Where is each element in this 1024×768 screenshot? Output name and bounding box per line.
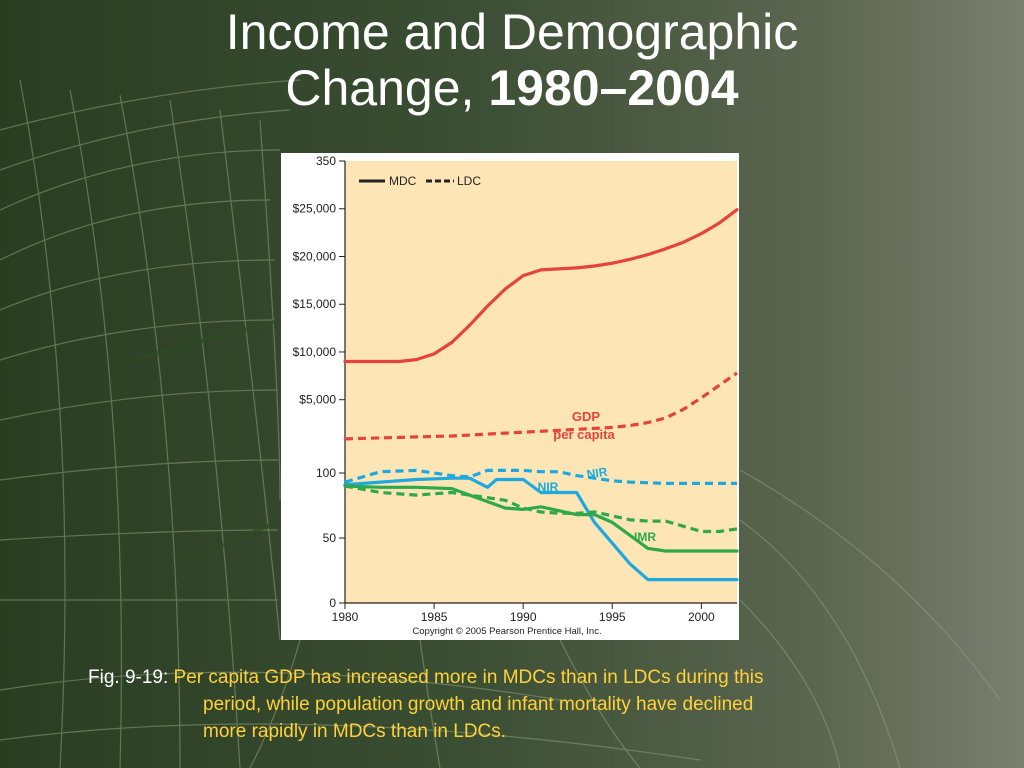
series-nir-mdc: [343, 476, 739, 582]
copyright-text: Copyright © 2005 Pearson Prentice Hall, …: [412, 626, 601, 637]
figure-caption: Fig. 9-19: Per capita GDP has increased …: [88, 664, 968, 745]
y-tick-label: 350: [316, 154, 336, 168]
series-gdp-per-capita-mdc: [343, 208, 739, 364]
x-tick-label: 2000: [688, 610, 715, 624]
series-nir-ldc: [344, 468, 737, 485]
chart-panel: 350 $25,000 $20,000 $15,000 $10,000 $5,000 100…: [281, 153, 739, 640]
series-gdp-per-capita-ldc: [344, 371, 738, 441]
annotation-imr: IMR: [634, 530, 656, 544]
y-tick-label: 0: [329, 596, 336, 610]
line-chart: 350 $25,000 $20,000 $15,000 $10,000 $5,000 100…: [293, 154, 739, 637]
y-tick-label: $20,000: [293, 249, 337, 263]
legend: MDC LDC: [359, 174, 481, 188]
x-tick-label: 1980: [332, 610, 359, 624]
title-years: 1980–2004: [488, 60, 739, 116]
caption-line1: Per capita GDP has increased more in MDC…: [173, 667, 764, 688]
annotation-per-capita: per capita: [553, 427, 615, 442]
title-line1: Income and Demographic: [225, 4, 799, 60]
caption-line2: period, while population growth and infa…: [203, 694, 754, 715]
title-line2-text: Change,: [285, 60, 489, 116]
series-layer: [343, 208, 739, 582]
series-imr-ldc: [344, 484, 738, 534]
caption-label: Fig. 9-19:: [88, 667, 174, 688]
plot-background: [345, 161, 737, 603]
slide-title: Income and Demographic Change, 1980–2004: [0, 4, 1024, 116]
annotation-nir-mdc: NIR: [538, 480, 559, 494]
legend-mdc-label: MDC: [389, 174, 417, 188]
caption-line3: more rapidly in MDCs than in LDCs.: [203, 721, 507, 742]
x-tick-label: 1995: [599, 610, 626, 624]
annotation-gdp: GDP: [572, 409, 601, 424]
y-tick-label: 100: [316, 466, 336, 480]
y-tick-label: $10,000: [293, 345, 337, 359]
y-tick-label: $25,000: [293, 202, 337, 216]
x-tick-label: 1990: [510, 610, 537, 624]
annotation-nir-ldc: NIR: [586, 465, 609, 482]
legend-ldc-label: LDC: [457, 174, 481, 188]
y-tick-label: $15,000: [293, 297, 337, 311]
x-tick-label: 1985: [421, 610, 448, 624]
y-tick-label: 50: [323, 531, 337, 545]
series-imr-mdc: [343, 484, 739, 553]
axes: 350 $25,000 $20,000 $15,000 $10,000 $5,000 100…: [293, 154, 737, 624]
y-tick-label: $5,000: [299, 393, 336, 407]
annotations: GDP per capita NIR NIR IMR: [538, 409, 657, 544]
